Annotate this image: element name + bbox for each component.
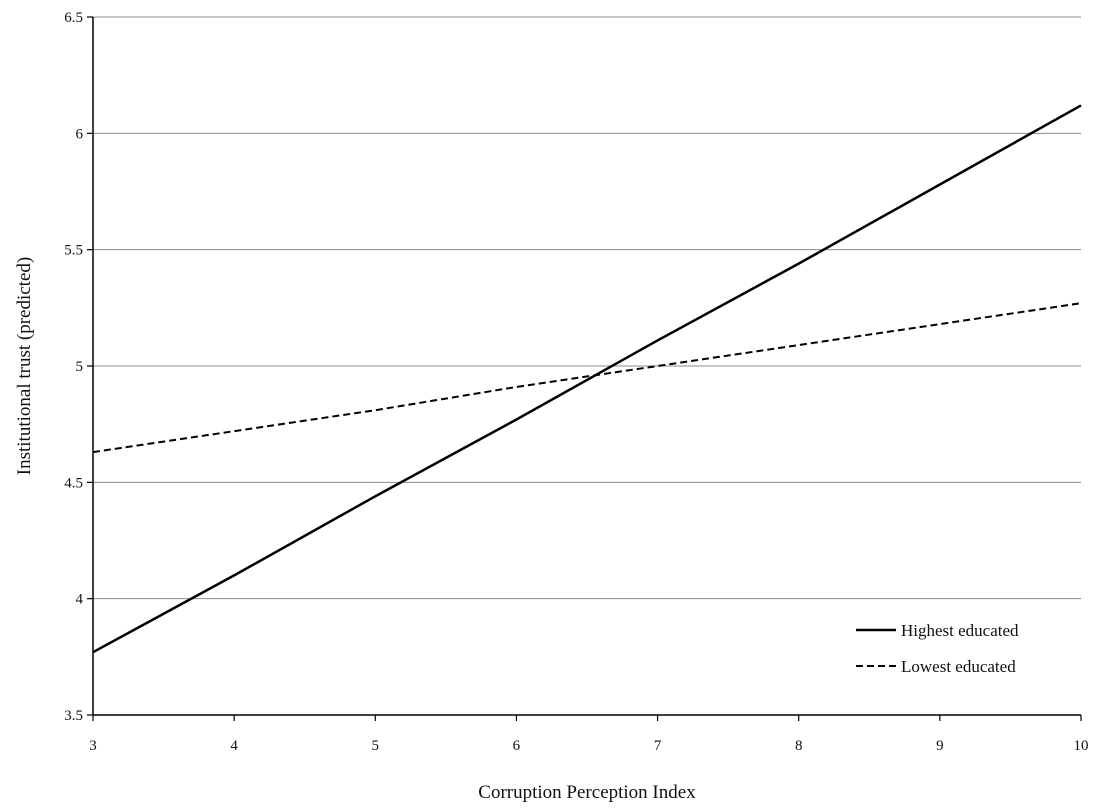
legend: Highest educated Lowest educated — [856, 621, 1019, 676]
x-tick-label: 7 — [654, 738, 662, 754]
y-tick-label: 4.5 — [64, 475, 83, 491]
x-axis-title: Corruption Perception Index — [478, 782, 696, 803]
series-lines — [92, 104, 1082, 654]
legend-label: Lowest educated — [901, 657, 1016, 676]
tick-labels: 3.5 4 4.5 5 5.5 6 6.5 3 4 5 6 7 8 9 10 — [64, 10, 1088, 754]
y-tick-label: 3.5 — [64, 708, 83, 724]
x-tick-label: 4 — [230, 738, 238, 754]
y-tick-label: 5.5 — [64, 243, 83, 259]
x-tick-label: 3 — [89, 738, 97, 754]
x-tick-label: 10 — [1074, 738, 1089, 754]
series-line-highest-educated — [92, 104, 1082, 654]
x-tick-label: 5 — [372, 738, 380, 754]
x-tick-label: 6 — [513, 738, 521, 754]
axes — [87, 16, 1082, 721]
y-axis-title: Institutional trust (predicted) — [14, 257, 35, 475]
y-tick-label: 6.5 — [64, 10, 83, 26]
y-tick-label: 6 — [76, 126, 84, 142]
x-tick-label: 9 — [936, 738, 944, 754]
legend-label: Highest educated — [901, 621, 1019, 640]
series-line-lowest-educated — [92, 302, 1082, 454]
x-tick-label: 8 — [795, 738, 803, 754]
gridlines — [93, 16, 1081, 600]
y-tick-label: 4 — [76, 592, 84, 608]
y-tick-label: 5 — [76, 359, 84, 375]
